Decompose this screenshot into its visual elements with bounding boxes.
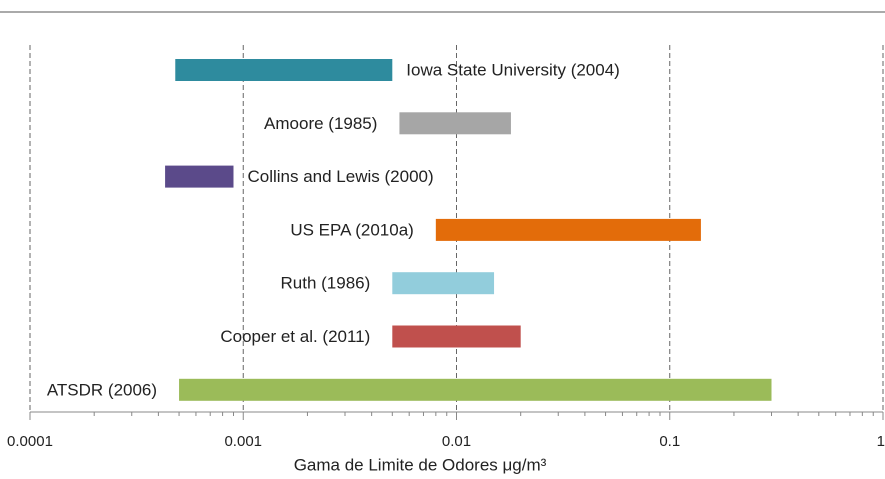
bar bbox=[435, 218, 701, 241]
bar-label: Amoore (1985) bbox=[264, 114, 377, 133]
bar bbox=[399, 112, 511, 135]
bar-label: Collins and Lewis (2000) bbox=[247, 167, 433, 186]
x-tick-label: 0.01 bbox=[442, 433, 471, 450]
x-tick-label: 0.1 bbox=[659, 433, 680, 450]
bar bbox=[392, 325, 521, 348]
bar bbox=[179, 378, 772, 401]
bar-label: ATSDR (2006) bbox=[47, 380, 157, 399]
bar-label: Cooper et al. (2011) bbox=[220, 327, 370, 346]
x-tick-label: 0.0001 bbox=[7, 433, 53, 450]
bar bbox=[175, 59, 393, 81]
bar-label: Iowa State University (2004) bbox=[406, 60, 620, 79]
bar bbox=[392, 272, 495, 295]
bar-label: Ruth (1986) bbox=[281, 274, 371, 293]
bar-label: US EPA (2010a) bbox=[290, 220, 413, 239]
x-tick-label: 0.001 bbox=[224, 433, 262, 450]
bar bbox=[165, 165, 234, 188]
x-axis-label: Gama de Limite de Odores μg/m³ bbox=[294, 455, 547, 474]
x-tick-label: 1 bbox=[877, 433, 885, 450]
